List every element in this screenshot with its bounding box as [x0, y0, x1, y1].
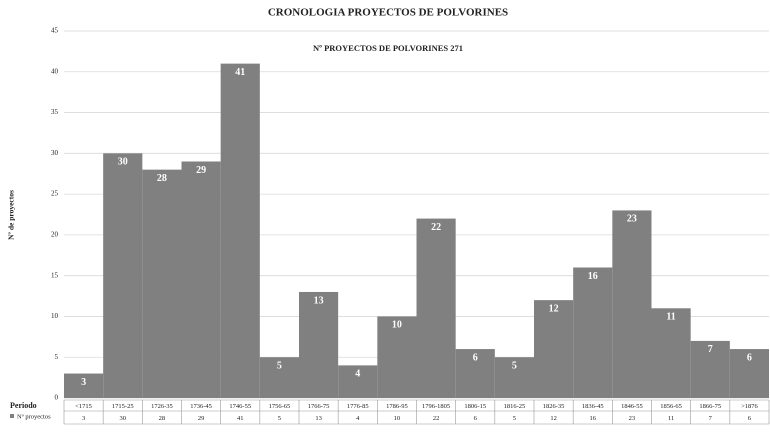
bar: [64, 373, 104, 398]
table-value: 11: [668, 415, 674, 422]
legend-swatch: [10, 414, 14, 418]
data-label: 3: [81, 377, 86, 388]
x-tick-label: 1796-1805: [422, 403, 450, 410]
data-label: 16: [588, 271, 598, 282]
y-tick-label: 0: [55, 394, 59, 402]
bar: [181, 161, 221, 398]
bar: [220, 63, 260, 398]
y-tick-label: 40: [51, 67, 59, 75]
x-tick-label: 1766-75: [308, 403, 330, 410]
bar: [690, 340, 730, 398]
x-tick-label: 1816-25: [504, 403, 526, 410]
bar: [338, 365, 378, 398]
bar: [651, 308, 691, 398]
data-label: 22: [431, 222, 441, 233]
data-label: 5: [277, 361, 282, 372]
x-tick-label: 1756-65: [269, 403, 291, 410]
bar: [103, 153, 143, 398]
table-value: 6: [748, 415, 752, 422]
x-tick-label: <1715: [75, 403, 92, 410]
table-value: 12: [550, 415, 557, 422]
bar: [729, 349, 769, 398]
table-value: 4: [356, 415, 360, 422]
x-tick-label: 1856-65: [660, 403, 682, 410]
y-axis-label: Nº de proyectos: [7, 190, 16, 240]
table-value: 41: [237, 415, 244, 422]
table-value: 22: [433, 415, 440, 422]
data-label: 29: [196, 165, 206, 176]
table-value: 30: [120, 415, 127, 422]
table-value: 28: [159, 415, 166, 422]
data-label: 10: [392, 320, 402, 331]
x-tick-label: 1776-85: [347, 403, 369, 410]
x-tick-label: 1715-25: [112, 403, 134, 410]
chart-subtitle: Nº PROYECTOS DE POLVORINES 271: [313, 43, 463, 53]
table-value: 16: [590, 415, 597, 422]
y-tick-label: 25: [51, 190, 59, 198]
x-tick-label: >1876: [741, 403, 758, 410]
data-label: 5: [512, 361, 517, 372]
data-label: 13: [314, 295, 324, 306]
y-tick-label: 15: [51, 271, 59, 279]
table-value: 5: [513, 415, 516, 422]
bar: [573, 267, 613, 398]
x-tick-label: 1726-35: [151, 403, 173, 410]
bar: [534, 300, 574, 398]
bar: [142, 169, 182, 398]
y-tick-label: 30: [51, 149, 59, 157]
data-label: 6: [473, 352, 478, 363]
data-label: 6: [747, 352, 752, 363]
data-label: 30: [118, 157, 128, 168]
table-value: 3: [82, 415, 85, 422]
data-label: 12: [549, 303, 559, 314]
x-tick-label: 1826-35: [543, 403, 565, 410]
x-tick-label: 1836-45: [582, 403, 604, 410]
y-tick-label: 10: [51, 312, 59, 320]
y-tick-label: 20: [51, 230, 59, 238]
table-value: 29: [198, 415, 205, 422]
table-value: 10: [394, 415, 401, 422]
y-tick-label: 45: [51, 27, 59, 35]
y-tick-label: 35: [51, 108, 59, 116]
bar: [299, 291, 339, 398]
table-value: 6: [474, 415, 478, 422]
table-value: 23: [629, 415, 636, 422]
bar: [455, 349, 495, 398]
table-header: Periodo: [10, 401, 37, 410]
table-value: 13: [315, 415, 322, 422]
bar: [416, 218, 456, 398]
data-label: 28: [157, 173, 167, 184]
chart-title: CRONOLOGIA PROYECTOS DE POLVORINES: [268, 7, 508, 19]
x-tick-label: 1846-55: [621, 403, 643, 410]
bar: [494, 357, 534, 398]
data-label: 23: [627, 214, 637, 225]
bar: [612, 210, 652, 398]
x-tick-label: 1866-75: [699, 403, 721, 410]
table-value: 5: [278, 415, 281, 422]
x-tick-label: 1806-15: [464, 403, 486, 410]
x-tick-label: 1786-95: [386, 403, 408, 410]
data-label: 7: [708, 344, 713, 355]
data-label: 41: [235, 67, 245, 78]
y-tick-label: 5: [55, 353, 59, 361]
table-value: 7: [709, 415, 713, 422]
data-label: 4: [355, 369, 360, 380]
x-tick-label: 1746-55: [229, 403, 251, 410]
bar: [259, 357, 299, 398]
data-label: 11: [666, 312, 675, 323]
x-tick-label: 1736-45: [190, 403, 212, 410]
legend-label: Nº proyectos: [17, 413, 51, 420]
bar: [377, 316, 417, 398]
